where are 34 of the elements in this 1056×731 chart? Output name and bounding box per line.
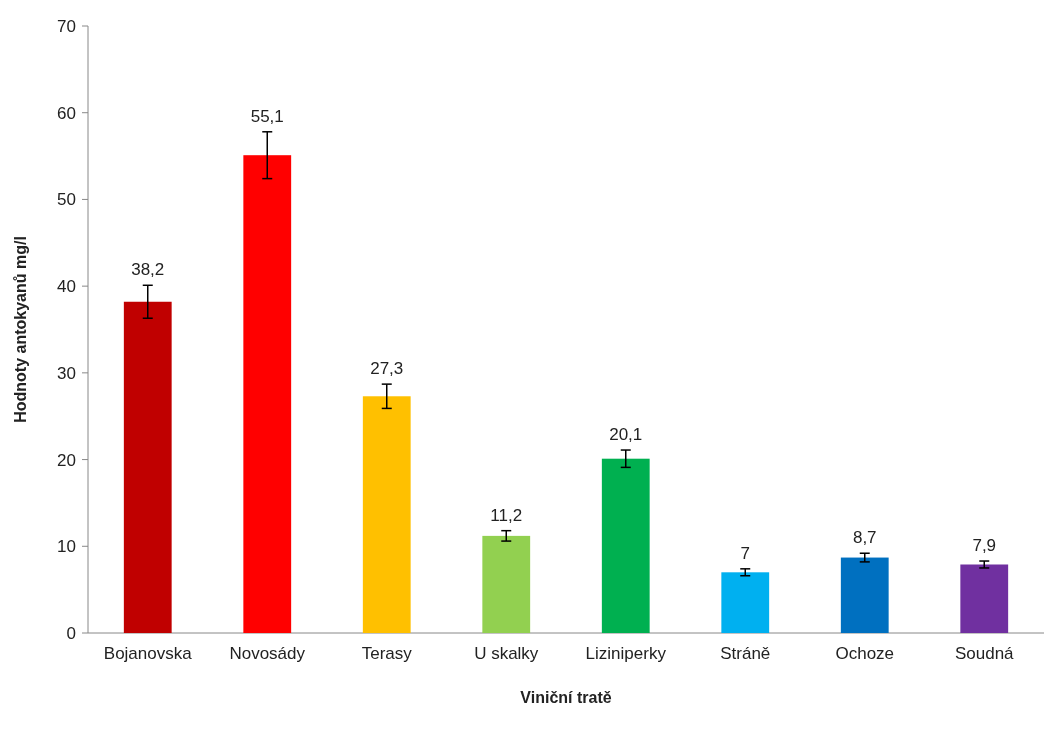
data-label: 8,7 xyxy=(852,528,877,548)
x-tick-label: Soudná xyxy=(954,644,1015,663)
bar xyxy=(960,564,1009,633)
x-tick-label: Liziniperky xyxy=(585,644,667,663)
bar xyxy=(840,557,889,633)
x-tick-label: Stráně xyxy=(720,644,771,663)
y-tick-label: 10 xyxy=(57,537,76,557)
bar xyxy=(123,301,172,633)
bar xyxy=(482,535,531,633)
y-tick-label: 60 xyxy=(57,103,76,123)
x-axis-title: Viniční tratě xyxy=(520,689,612,706)
data-label: 7 xyxy=(740,543,750,563)
y-tick-label: 40 xyxy=(57,277,76,297)
data-label: 38,2 xyxy=(131,260,165,280)
bar xyxy=(721,572,770,633)
x-tick-label: U skalky xyxy=(474,644,539,663)
y-tick-label: 0 xyxy=(66,623,76,643)
y-tick-label: 70 xyxy=(57,16,76,36)
x-tick-label: Ochoze xyxy=(835,644,895,663)
bar xyxy=(362,396,411,633)
data-label: 20,1 xyxy=(609,425,643,445)
y-axis-title: Hodnoty antokyanů mg/l xyxy=(12,236,29,423)
x-tick-label: Novosády xyxy=(229,644,306,663)
x-tick-label: Terasy xyxy=(361,644,413,663)
bar xyxy=(243,155,292,633)
y-tick-label: 50 xyxy=(57,190,76,210)
data-label: 55,1 xyxy=(250,106,284,126)
y-tick-label: 20 xyxy=(57,450,76,470)
y-tick-label: 30 xyxy=(57,363,76,383)
data-label: 27,3 xyxy=(370,359,404,379)
bar xyxy=(601,458,650,633)
data-label: 7,9 xyxy=(972,536,997,556)
x-tick-label: Bojanovska xyxy=(103,644,193,663)
data-label: 11,2 xyxy=(490,505,523,525)
